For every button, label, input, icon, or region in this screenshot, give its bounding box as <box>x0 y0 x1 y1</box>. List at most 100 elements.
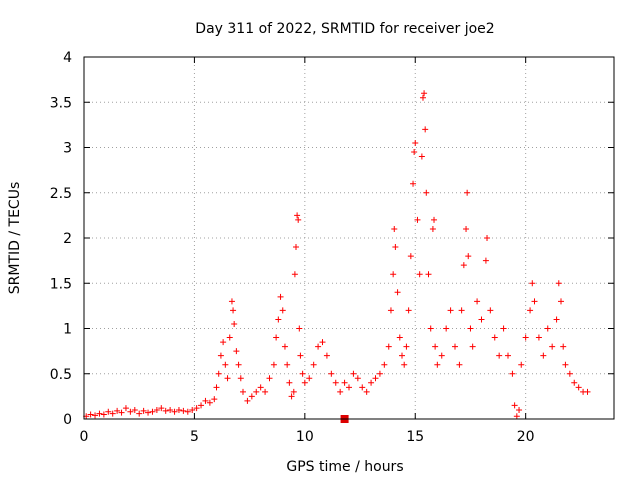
data-point <box>235 361 242 368</box>
data-point <box>299 370 306 377</box>
data-point <box>500 325 507 332</box>
y-tick-label: 0 <box>63 412 72 428</box>
data-point <box>354 375 361 382</box>
data-point <box>127 408 134 415</box>
data-point <box>396 334 403 341</box>
data-point <box>184 408 191 415</box>
data-point <box>230 307 237 314</box>
data-point <box>248 393 255 400</box>
data-point <box>233 348 240 355</box>
data-point <box>411 149 418 156</box>
data-point <box>240 388 246 395</box>
data-point <box>531 298 538 305</box>
x-tick-label: 10 <box>296 429 314 445</box>
data-point <box>226 334 233 341</box>
data-point <box>359 384 366 391</box>
data-point <box>87 411 94 418</box>
data-point <box>509 370 516 377</box>
data-point <box>566 370 573 377</box>
x-axis-label: GPS time / hours <box>286 459 403 475</box>
data-point <box>484 235 491 241</box>
data-point <box>505 352 511 359</box>
data-point <box>202 397 209 404</box>
data-point <box>220 339 227 346</box>
data-point <box>323 352 330 359</box>
data-point <box>290 388 297 395</box>
data-point <box>273 334 280 341</box>
x-tick-label: 5 <box>190 429 199 445</box>
data-point <box>416 271 423 278</box>
data-point <box>100 411 107 418</box>
data-point <box>279 307 286 314</box>
data-point <box>432 343 439 350</box>
data-point <box>295 216 302 223</box>
grid-lines <box>84 57 614 419</box>
data-point <box>215 370 222 377</box>
data-point <box>281 343 288 350</box>
data-point <box>171 408 178 415</box>
y-tick-labels: 0 0.5 1 1.5 2 2.5 3 3.5 4 <box>50 50 72 428</box>
data-point <box>193 405 200 412</box>
y-tick-label: 3 <box>63 141 72 157</box>
data-point <box>109 410 116 417</box>
data-point <box>145 409 152 416</box>
data-point <box>458 307 465 314</box>
data-point <box>217 352 224 359</box>
data-point <box>447 307 454 314</box>
data-point <box>410 180 417 187</box>
data-point <box>224 375 231 382</box>
data-point <box>418 153 425 160</box>
data-point <box>558 298 564 305</box>
y-tick-label: 1 <box>63 322 72 338</box>
y-tick-label: 2 <box>63 231 72 247</box>
data-point <box>346 384 352 391</box>
data-point <box>319 339 326 346</box>
data-point <box>262 388 269 395</box>
data-point <box>452 343 458 350</box>
data-point <box>118 409 125 416</box>
data-point <box>158 405 165 412</box>
data-point <box>438 352 445 359</box>
data-point <box>421 90 428 97</box>
data-point <box>337 388 344 395</box>
data-point <box>296 325 303 332</box>
data-point <box>288 393 295 400</box>
data-point <box>401 361 408 368</box>
data-point <box>463 225 470 232</box>
data-point <box>394 289 401 296</box>
data-point <box>427 325 434 332</box>
x-tick-label: 0 <box>80 429 89 445</box>
y-tick-label: 0.5 <box>50 367 72 383</box>
data-point <box>422 126 429 133</box>
y-axis-label: SRMTID / TECUs <box>7 182 23 295</box>
data-point <box>516 406 523 413</box>
y-tick-label: 2.5 <box>50 186 72 202</box>
data-point <box>350 370 357 377</box>
data-point <box>425 271 432 278</box>
data-point <box>372 375 379 382</box>
data-point <box>332 379 339 386</box>
data-point <box>131 406 138 413</box>
data-point <box>549 343 556 350</box>
data-point <box>540 352 547 359</box>
data-point <box>180 407 187 414</box>
data-point <box>390 271 397 278</box>
x-tick-label: 20 <box>517 429 535 445</box>
data-point <box>414 216 421 223</box>
data-point <box>385 343 392 350</box>
data-point <box>140 407 147 414</box>
data-point <box>175 406 182 413</box>
x-tick-labels: 0 5 10 15 20 <box>80 429 535 445</box>
data-point <box>491 334 498 341</box>
data-point <box>399 352 405 359</box>
data-point <box>376 370 383 377</box>
data-points <box>83 90 591 423</box>
data-point <box>237 375 244 382</box>
data-point <box>474 298 481 305</box>
data-point <box>222 361 229 368</box>
data-point <box>211 396 218 403</box>
data-point <box>469 343 476 350</box>
data-point <box>189 406 196 413</box>
data-point <box>443 325 450 332</box>
data-point <box>228 298 235 305</box>
